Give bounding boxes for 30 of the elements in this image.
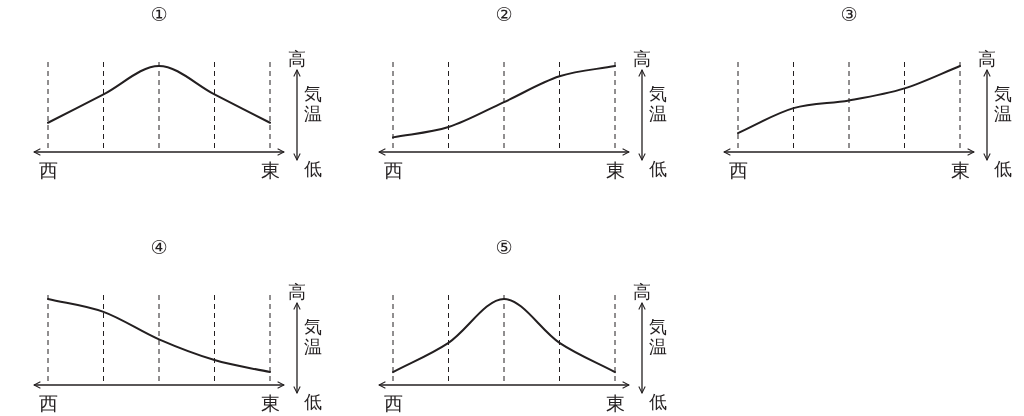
text: 低 [994, 158, 1012, 179]
text: 低 [304, 391, 322, 412]
x-tick-label: 東 [950, 159, 970, 181]
x-tick-label: 東 [605, 159, 625, 181]
x-tick-label: 東 [260, 159, 280, 181]
text: 高 [633, 48, 651, 69]
y-axis-title: 気温 [304, 83, 322, 124]
text: 低 [304, 158, 322, 179]
text: 低 [649, 158, 667, 179]
x-tick-label: 西 [728, 159, 748, 181]
chart-title: ⑤ [495, 236, 513, 258]
x-tick-label: 東 [605, 392, 625, 414]
chart-title: ② [495, 3, 513, 25]
chart-title: ④ [150, 236, 168, 258]
text: 高 [288, 281, 306, 302]
x-tick-label: 東 [260, 392, 280, 414]
text: 高 [288, 48, 306, 69]
x-tick-label: 西 [38, 392, 58, 414]
chart-title: ① [150, 3, 168, 25]
text: 高 [633, 281, 651, 302]
text: 低 [649, 391, 667, 412]
y-axis-title: 気温 [649, 83, 667, 124]
x-tick-label: 西 [383, 392, 403, 414]
y-axis-title: 気温 [649, 316, 667, 357]
y-axis-title: 気温 [304, 316, 322, 357]
x-tick-label: 西 [38, 159, 58, 181]
chart-title: ③ [840, 3, 858, 25]
text: 高 [978, 48, 996, 69]
y-axis-title: 気温 [994, 83, 1012, 124]
x-tick-label: 西 [383, 159, 403, 181]
